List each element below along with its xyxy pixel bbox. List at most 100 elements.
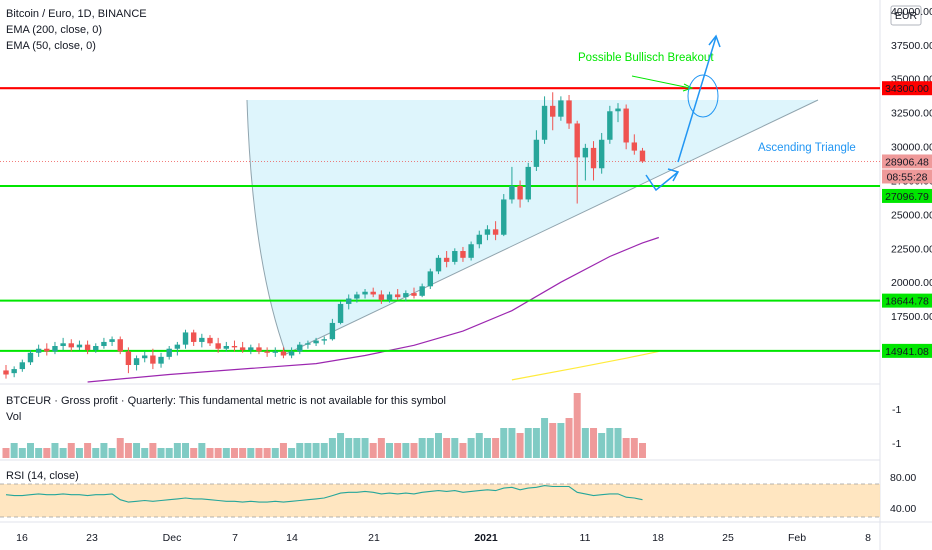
candle-body: [93, 346, 99, 351]
vol-label: Vol: [6, 411, 21, 423]
candle: [623, 104, 629, 150]
candle-body: [346, 298, 352, 304]
candle-body: [370, 291, 376, 295]
projection-dip-path: [645, 171, 679, 192]
candle: [550, 92, 556, 131]
volume-bar: [263, 448, 271, 458]
candle-body: [239, 347, 246, 351]
time-axis[interactable]: 16 23 Dec 7 14 21 2021 11 18 25 Feb 8: [16, 532, 871, 544]
candle: [443, 251, 450, 268]
candle: [150, 348, 156, 370]
volume-bar: [165, 448, 173, 458]
volume-bar: [304, 443, 312, 458]
candle: [337, 301, 344, 325]
volume-layer: [2, 393, 646, 458]
ascending-triangle-fill: [247, 100, 818, 354]
candle: [248, 344, 254, 355]
volume-bar: [369, 443, 377, 458]
candle-body: [125, 351, 132, 366]
volume-bar: [108, 448, 116, 458]
breakout-annotation: Possible Bullisch Breakout: [578, 52, 714, 64]
candle: [468, 241, 474, 261]
volume-bar: [157, 448, 165, 458]
currency-label[interactable]: EUR: [895, 10, 918, 22]
candle-body: [297, 344, 303, 352]
volume-bar: [630, 438, 638, 458]
volume-bar: [328, 438, 336, 458]
candle-body: [403, 293, 409, 298]
candle: [329, 318, 336, 341]
candle-body: [558, 100, 564, 117]
volume-bar: [10, 443, 18, 458]
candle: [313, 337, 319, 347]
candle: [435, 255, 442, 275]
currency-button[interactable]: [890, 5, 922, 26]
volume-bar: [598, 433, 606, 458]
volume-bar: [173, 443, 181, 458]
candle-body: [337, 303, 344, 323]
candle-body: [541, 105, 548, 140]
volume-bar: [638, 443, 646, 458]
rsi-axis-label-40: 40.00: [890, 503, 916, 515]
candle: [142, 351, 148, 363]
volume-bar: [182, 443, 190, 458]
time-tick-label: 16: [16, 532, 28, 544]
candle-body: [631, 142, 638, 151]
volume-bar: [361, 438, 369, 458]
candle: [158, 352, 164, 368]
resistance-price-text: 34300.00: [885, 83, 929, 95]
candle: [305, 340, 311, 349]
volume-bar: [345, 438, 353, 458]
candle-body: [150, 355, 156, 364]
candle: [509, 166, 515, 204]
volume-bar: [532, 428, 540, 458]
support-3-price-tag: [882, 343, 932, 358]
projection-up-arrow: [708, 34, 721, 48]
candle: [231, 340, 238, 352]
ema200-line: [511, 350, 659, 381]
candle-body: [623, 108, 629, 143]
rsi-label: RSI (14, close): [6, 470, 79, 482]
time-tick-label: 23: [86, 532, 98, 544]
volume-bar: [239, 448, 247, 458]
candle: [501, 194, 507, 237]
candle: [52, 341, 58, 355]
candle-body: [27, 352, 34, 363]
candle: [19, 359, 26, 372]
candle: [44, 343, 50, 356]
volume-bar: [116, 438, 124, 458]
volume-bar: [222, 448, 230, 458]
candle: [11, 366, 17, 378]
candle-body: [142, 355, 148, 359]
price-tick-label: 32500.00: [891, 108, 932, 120]
candle-body: [321, 339, 327, 341]
candle-body: [582, 147, 589, 158]
candle: [590, 141, 597, 181]
candle-body: [492, 229, 499, 235]
volume-bar: [459, 443, 467, 458]
candle: [558, 96, 564, 121]
volume-bar: [141, 448, 149, 458]
candle-body: [550, 105, 556, 117]
candle: [280, 347, 287, 359]
candle: [239, 341, 246, 353]
price-axis[interactable]: EUR 17500.0020000.0022500.0025000.002750…: [890, 5, 932, 323]
last-price-tag: [882, 154, 932, 169]
volume-bar: [573, 393, 581, 458]
candle-body: [639, 150, 646, 162]
volume-bar: [606, 428, 614, 458]
time-tick-label: 2021: [474, 532, 498, 544]
candle-body: [280, 351, 287, 356]
candle-body: [411, 293, 417, 296]
candle-body: [174, 344, 181, 349]
volume-bar: [410, 443, 418, 458]
candle-body: [101, 341, 107, 347]
volume-bar: [312, 443, 320, 458]
candle-body: [11, 369, 17, 374]
volume-axis-label-2: -1: [892, 438, 901, 450]
candle: [598, 132, 605, 174]
candle-body: [207, 337, 213, 344]
candle-body: [19, 362, 26, 370]
